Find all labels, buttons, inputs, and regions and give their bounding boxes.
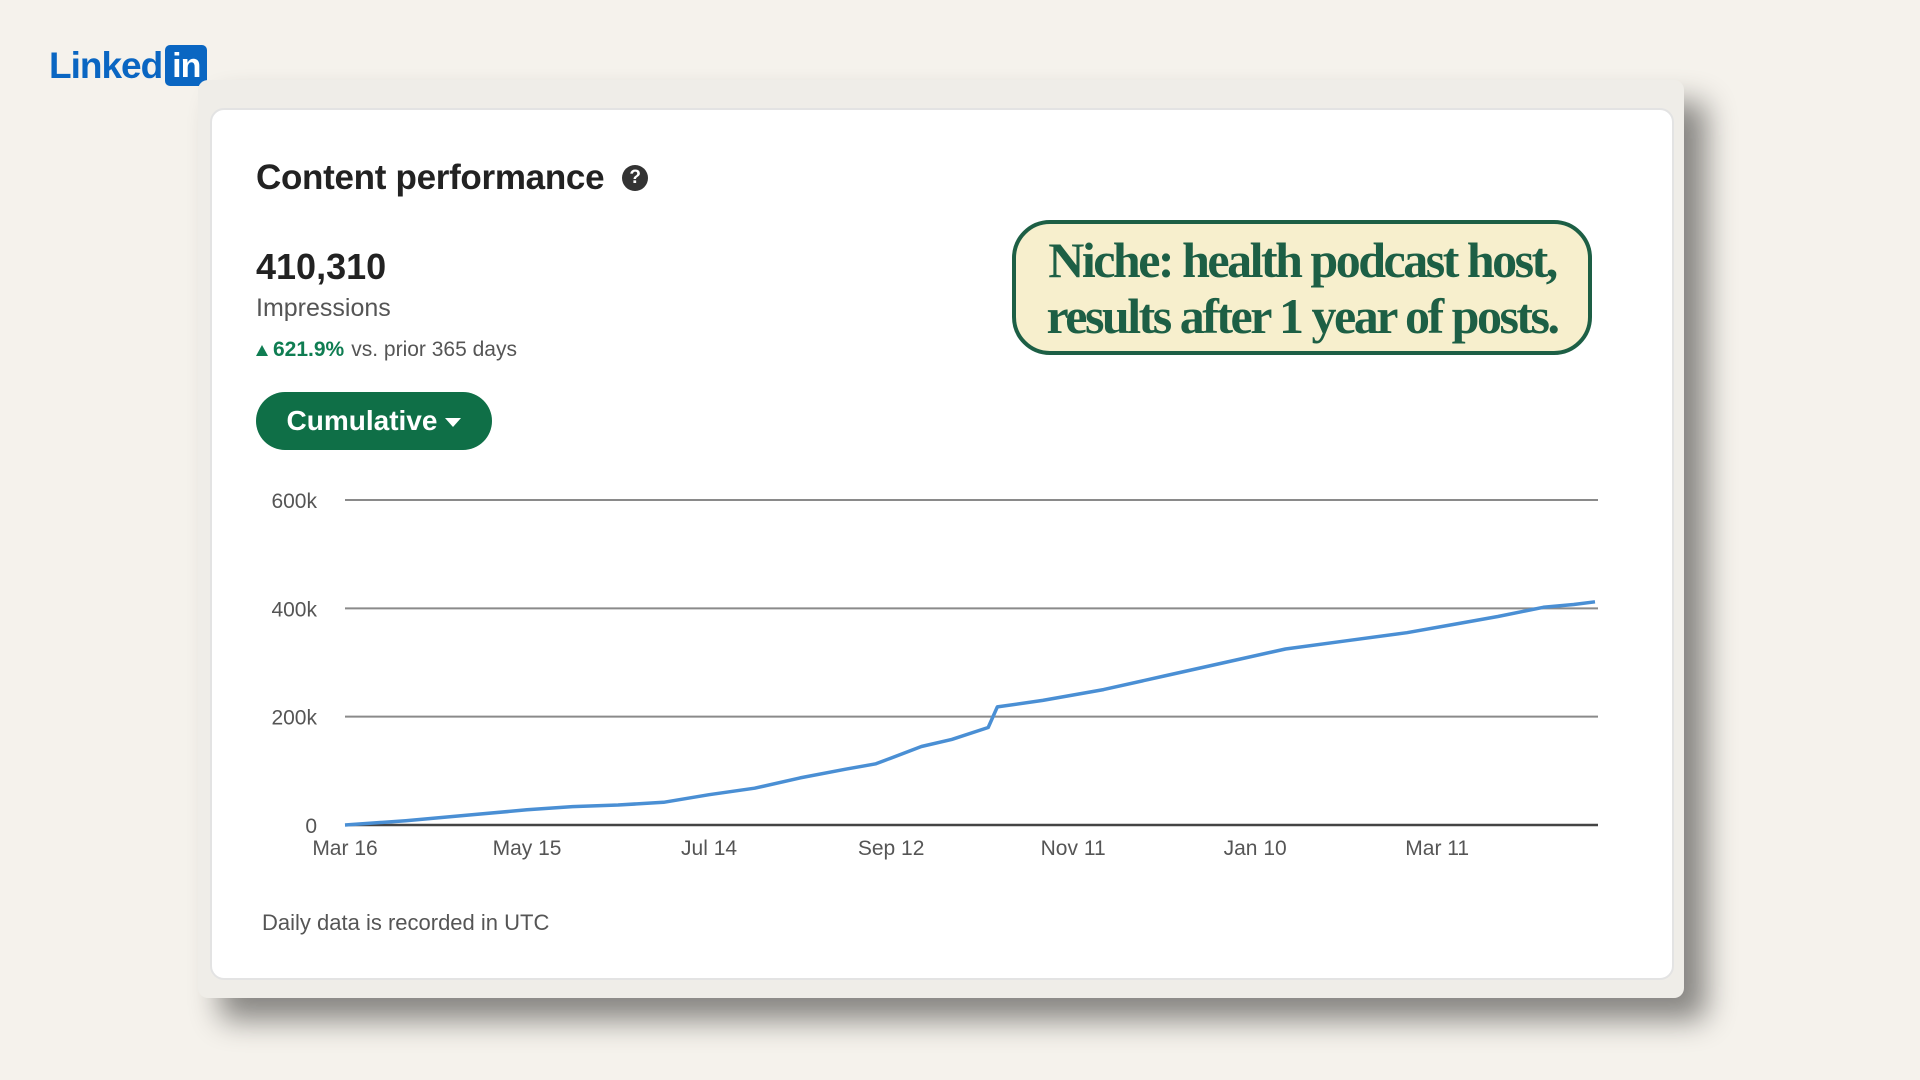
change-percent: 621.9% [273,338,345,361]
caret-down-icon [445,417,462,427]
logo-word: Linked [49,45,163,86]
change-indicator: 621.9% vs. prior 365 days [256,338,517,362]
callout-line-2: results after 1 year of posts. [1046,287,1560,344]
x-tick-label: Sep 12 [858,837,925,860]
x-tick-label: Nov 11 [1041,837,1106,860]
x-tick-label: Mar 11 [1405,837,1469,860]
change-period: vs. prior 365 days [351,338,517,361]
y-tick-labels: 0 200k 400k 600k [271,490,317,838]
linkedin-logo: Linked in [49,45,214,86]
x-tick-label: Jan 10 [1224,837,1287,860]
logo-in-box: in [165,45,208,86]
question-circle-icon[interactable]: ? [622,165,649,191]
callout-line-1: Niche: health podcast host, [1048,231,1558,288]
x-tick-label: May 15 [493,837,562,860]
card-header: Content performance ? [256,158,649,198]
content-performance-card: Content performance ? 410,310 Impression… [210,108,1674,980]
x-tick-label: Jul 14 [681,837,737,860]
cumulative-dropdown[interactable]: Cumulative [256,392,492,450]
y-tick-label: 200k [271,707,317,730]
impressions-label: Impressions [256,294,391,322]
y-tick-label: 0 [305,815,317,838]
y-tick-label: 600k [271,490,317,513]
impressions-chart: 0 200k 400k 600k Mar 16 May 15 Jul 14 Sep 12 No… [271,490,1598,860]
y-tick-label: 400k [271,598,317,621]
series-line-impressions [344,600,1596,827]
niche-callout: Niche: health podcast host, results afte… [1012,220,1592,355]
card-title: Content performance [256,158,605,197]
up-arrow-icon [256,344,268,356]
x-tick-labels: Mar 16 May 15 Jul 14 Sep 12 Nov 11 Jan 10 Mar … [312,837,1469,860]
grid-layer [345,499,1598,827]
impressions-value: 410,310 [256,246,387,287]
series-layer [344,600,1596,827]
dropdown-label: Cumulative [286,405,438,436]
utc-footnote: Daily data is recorded in UTC [262,910,550,935]
x-tick-label: Mar 16 [312,837,377,860]
